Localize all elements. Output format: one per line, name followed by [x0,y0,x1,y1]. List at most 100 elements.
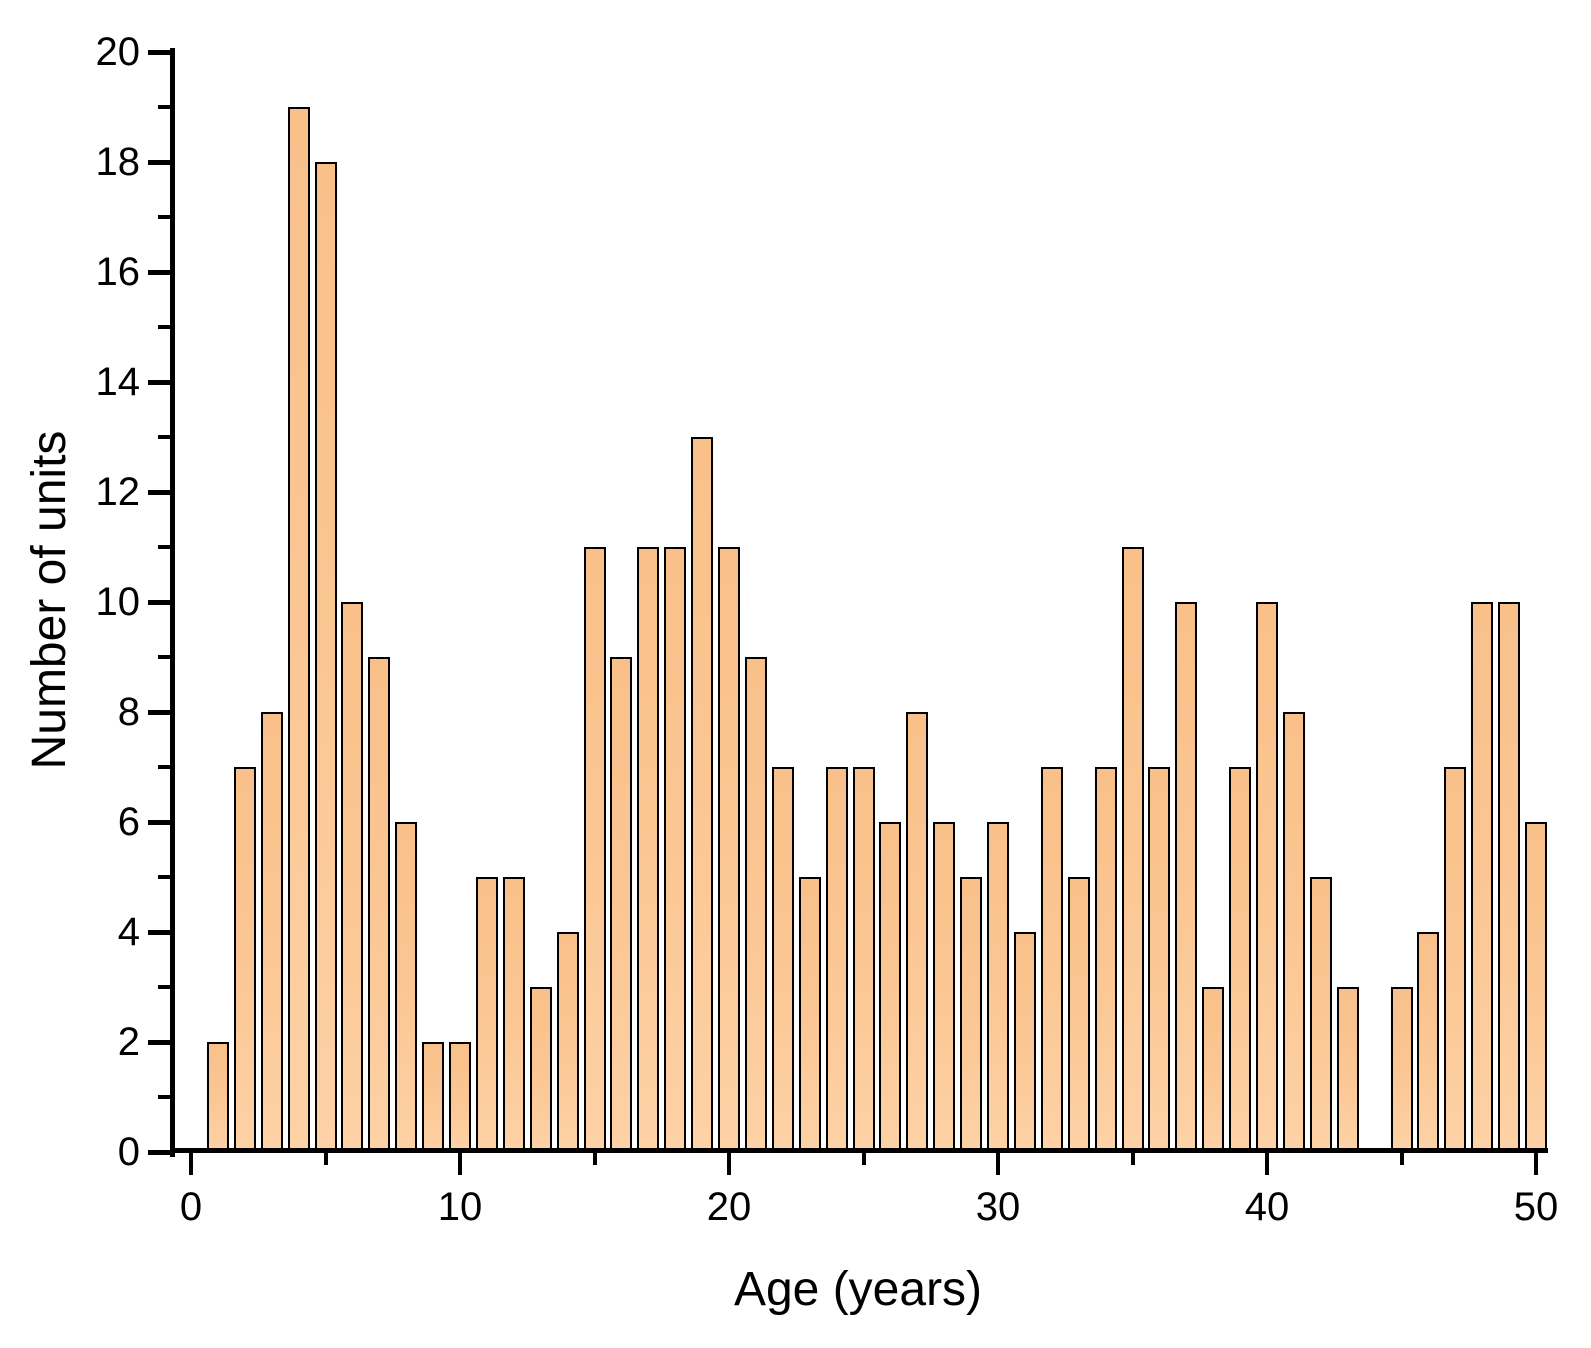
y-minor-tick [158,985,170,989]
bar-age-35 [1121,547,1144,1152]
bar-age-32 [1040,767,1063,1152]
y-minor-tick [158,1095,170,1099]
x-minor-tick [861,1153,866,1165]
bar-age-47 [1444,767,1467,1152]
y-minor-tick [158,875,170,879]
bar-age-33 [1067,877,1090,1152]
y-tick-label: 8 [117,690,140,734]
y-major-tick [148,819,170,825]
y-minor-tick [158,545,170,549]
bar-age-25 [852,767,875,1152]
bar-age-4 [287,107,310,1152]
y-tick-label: 20 [95,30,141,74]
y-axis-title: Number of units [23,430,76,770]
x-tick-label: 20 [706,1185,752,1229]
y-tick-label: 0 [117,1130,140,1174]
y-major-tick [148,709,170,715]
bar-age-22 [771,767,794,1152]
bar-age-24 [825,767,848,1152]
x-tick-label: 40 [1244,1185,1290,1229]
bar-age-36 [1148,767,1171,1152]
bar-age-10 [449,1042,471,1152]
y-minor-tick [158,765,170,769]
y-tick-label: 2 [117,1020,140,1064]
bar-age-11 [475,877,498,1152]
y-major-tick [148,159,170,165]
bar-age-43 [1336,987,1359,1152]
x-major-tick [1534,1153,1538,1175]
x-major-tick [458,1153,462,1175]
x-major-tick [1265,1153,1269,1175]
y-minor-tick [158,215,170,219]
y-major-tick [148,1039,170,1045]
x-minor-tick [1399,1153,1404,1165]
y-minor-tick [158,655,170,659]
bar-age-42 [1309,877,1332,1152]
x-major-tick [189,1153,193,1175]
y-tick-label: 16 [95,250,141,294]
bar-age-45 [1390,987,1413,1152]
y-major-tick [148,49,170,55]
bar-age-3 [260,712,283,1152]
y-major-tick [148,1149,170,1155]
y-tick-label: 10 [95,580,141,624]
x-major-tick [727,1153,731,1175]
bar-age-29 [960,877,983,1152]
bar-age-48 [1471,602,1494,1152]
x-major-tick [996,1153,1000,1175]
bar-age-38 [1202,987,1225,1152]
bar-age-18 [664,547,687,1152]
bar-age-28 [933,822,956,1152]
y-major-tick [148,929,170,935]
bar-age-9 [422,1042,445,1152]
bar-age-26 [879,822,902,1152]
y-tick-label: 4 [117,910,140,954]
y-tick-label: 12 [95,470,141,514]
bar-age-49 [1498,602,1521,1152]
bar-age-2 [233,767,256,1152]
bar-age-7 [368,657,391,1152]
x-minor-tick [1130,1153,1135,1165]
bar-age-12 [502,877,525,1152]
bar-age-19 [691,437,714,1152]
bar-age-34 [1094,767,1117,1152]
bar-age-1 [206,1042,229,1152]
y-major-tick [148,269,170,275]
y-major-tick [148,489,170,495]
bar-age-41 [1282,712,1305,1152]
bar-age-5 [314,162,337,1152]
bar-age-15 [583,547,606,1152]
x-tick-label: 10 [437,1185,483,1229]
x-tick-label: 30 [975,1185,1021,1229]
y-minor-tick [158,325,170,329]
y-minor-tick [158,435,170,439]
y-major-tick [148,599,170,605]
bar-age-37 [1175,602,1198,1152]
bar-age-27 [906,712,929,1152]
bar-age-6 [341,602,364,1152]
y-major-tick [148,379,170,385]
bar-age-17 [637,547,660,1152]
y-axis-spine [170,48,175,1157]
x-minor-tick [592,1153,597,1165]
bar-age-46 [1417,932,1440,1152]
y-tick-label: 18 [95,140,141,184]
bar-age-8 [395,822,418,1152]
y-tick-label: 14 [95,360,141,404]
bar-age-14 [556,932,579,1152]
x-tick-label: 50 [1513,1185,1559,1229]
bar-age-16 [610,657,633,1152]
bar-age-13 [529,987,552,1152]
bar-age-40 [1256,602,1278,1152]
x-tick-label: 0 [179,1185,203,1229]
x-axis-title: Age (years) [733,1263,983,1316]
bar-age-50 [1525,822,1547,1152]
bar-age-30 [987,822,1009,1152]
y-tick-label: 6 [117,800,140,844]
bar-age-39 [1229,767,1252,1152]
bar-age-21 [744,657,767,1152]
x-minor-tick [323,1153,328,1165]
bar-age-20 [718,547,740,1152]
